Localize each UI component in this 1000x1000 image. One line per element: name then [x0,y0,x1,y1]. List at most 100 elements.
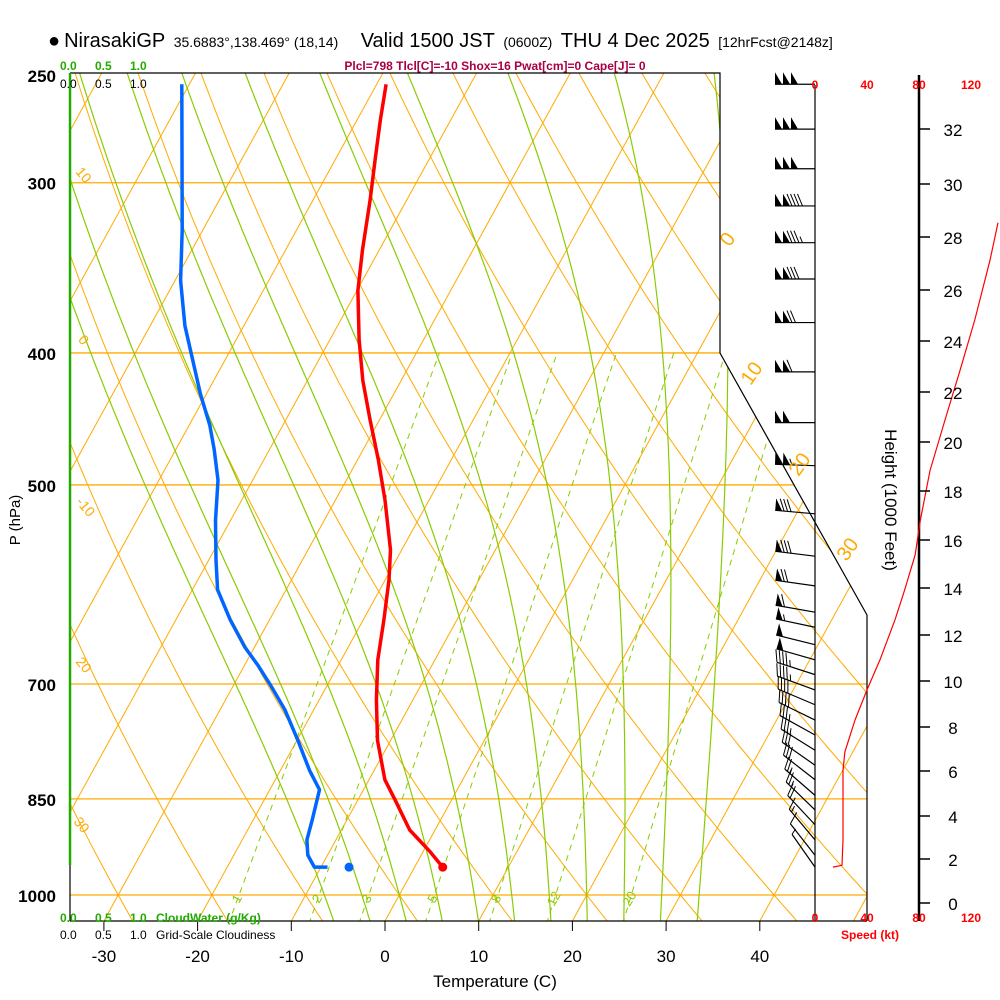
height-tick-label: 32 [944,121,963,140]
barb-pennant [791,117,798,130]
barb-staff [787,795,816,826]
wind-barb [778,689,816,721]
cloud-scale-top-black-2: 1.0 [130,77,147,91]
p-tick-label: 400 [28,345,56,364]
surface-temperature-point [438,862,448,872]
barb-staff [789,823,816,856]
wind-barb [775,359,815,373]
dry-adiabat-line [70,73,135,921]
x-tick-label: 40 [750,947,769,966]
height-tick-label: 2 [948,851,957,870]
valid-date: THU 4 Dec 2025 [560,30,710,52]
p-tick-label: 300 [28,175,56,194]
dry-adiabat-line [70,73,325,921]
barb-full [786,499,792,512]
cloud-scale-bottom-green-0: 0.0 [60,911,77,925]
cloud-scale-bottom-black-2: 1.0 [130,928,147,942]
speed-tick-label-bottom: 120 [961,911,981,925]
isotherm-label: 10 [737,358,768,389]
mixing-ratio-line [308,352,513,921]
isotherm-line [70,73,490,921]
wind-barb [776,623,816,646]
x-tick-label: -30 [92,947,117,966]
dry-adiabat-line [70,73,515,921]
barb-staff [776,648,816,661]
cloud-scale-top-green-2: 1.0 [130,59,147,73]
moist-adiabat-line [70,73,336,921]
barb-full [789,812,798,824]
barb-full [787,540,792,554]
barb-full [785,706,789,720]
height-tick-label: 18 [944,483,963,502]
wind-barb [788,797,816,841]
barb-full [782,742,788,756]
barb-full [786,310,793,323]
wind-barb [775,410,815,424]
height-tick-label: 30 [944,176,963,195]
speed-profile [832,222,999,868]
moist-adiabat-line [177,73,480,921]
surface-dewpoint-point [344,862,354,872]
dry-adiabat-line [753,73,867,921]
barb-pennant [775,72,782,85]
barb-pennant [775,230,782,243]
barb-full [782,704,786,718]
barb-full [786,719,790,733]
wind-barb [775,310,815,324]
barb-staff [777,688,816,706]
speed-tick-label-top: 80 [912,78,926,92]
barb-half [789,458,793,466]
barb-full [784,569,789,583]
barb-pennant [783,230,790,243]
station-coords: 35.6883°,138.469° (18,14) [173,34,339,50]
isotherm-line [70,73,209,921]
height-tick-label: 8 [948,719,957,738]
barb-pennant [775,359,782,372]
valid-utc: (0600Z) [503,34,553,50]
barb-full [785,652,788,666]
barb-full [788,797,796,810]
barb-full [785,769,792,783]
wind-barb [780,716,816,751]
wind-barb [775,117,815,130]
barb-full [781,594,785,607]
dry-adiabat-line [130,73,610,921]
barb-pennant [783,410,790,423]
wind-barb [787,783,816,826]
cloud-scale-top-green-1: 0.5 [95,59,112,73]
x-tick-label: -10 [279,947,304,966]
plot-border [70,72,868,921]
wind-barb [791,828,816,868]
moist-adiabat-line [610,73,672,921]
height-tick-label: 22 [944,384,963,403]
wind-barb [775,266,815,280]
barb-half [782,614,786,621]
height-tick-label: 24 [944,333,963,352]
barb-full [778,689,781,703]
barb-full [786,230,793,243]
isotherm-line [757,73,867,921]
barb-full [787,733,792,747]
dry-adiabat-line [379,73,867,921]
barb-full [779,498,785,512]
barb-pennant [775,156,782,169]
wind-barb [782,742,816,781]
barb-pennant [775,498,783,511]
wind-barb [789,812,816,856]
temperature-line [356,84,445,869]
x-tick-label: -20 [185,947,210,966]
chart-title: ● NirasakiGP 35.6883°,138.469° (18,14) Va… [48,30,837,53]
height-axis-title: Height (1000 Feet) [881,429,900,571]
isotherm-line [101,73,583,921]
height-tick-label: 12 [944,627,963,646]
barb-full [779,702,782,716]
dry-adiabat-line [566,73,867,921]
barb-full [784,756,790,770]
dry-adiabat-line [70,73,420,921]
indices-text: Plcl=798 Tlcl[C]=-10 Shox=16 Pwat[cm]=0 … [344,59,645,73]
barb-full [790,230,796,243]
barb-staff [775,463,816,467]
mixing-ratio-label: 8 [488,892,505,906]
barb-pennant [776,637,784,651]
isotherm-line [0,51,20,924]
